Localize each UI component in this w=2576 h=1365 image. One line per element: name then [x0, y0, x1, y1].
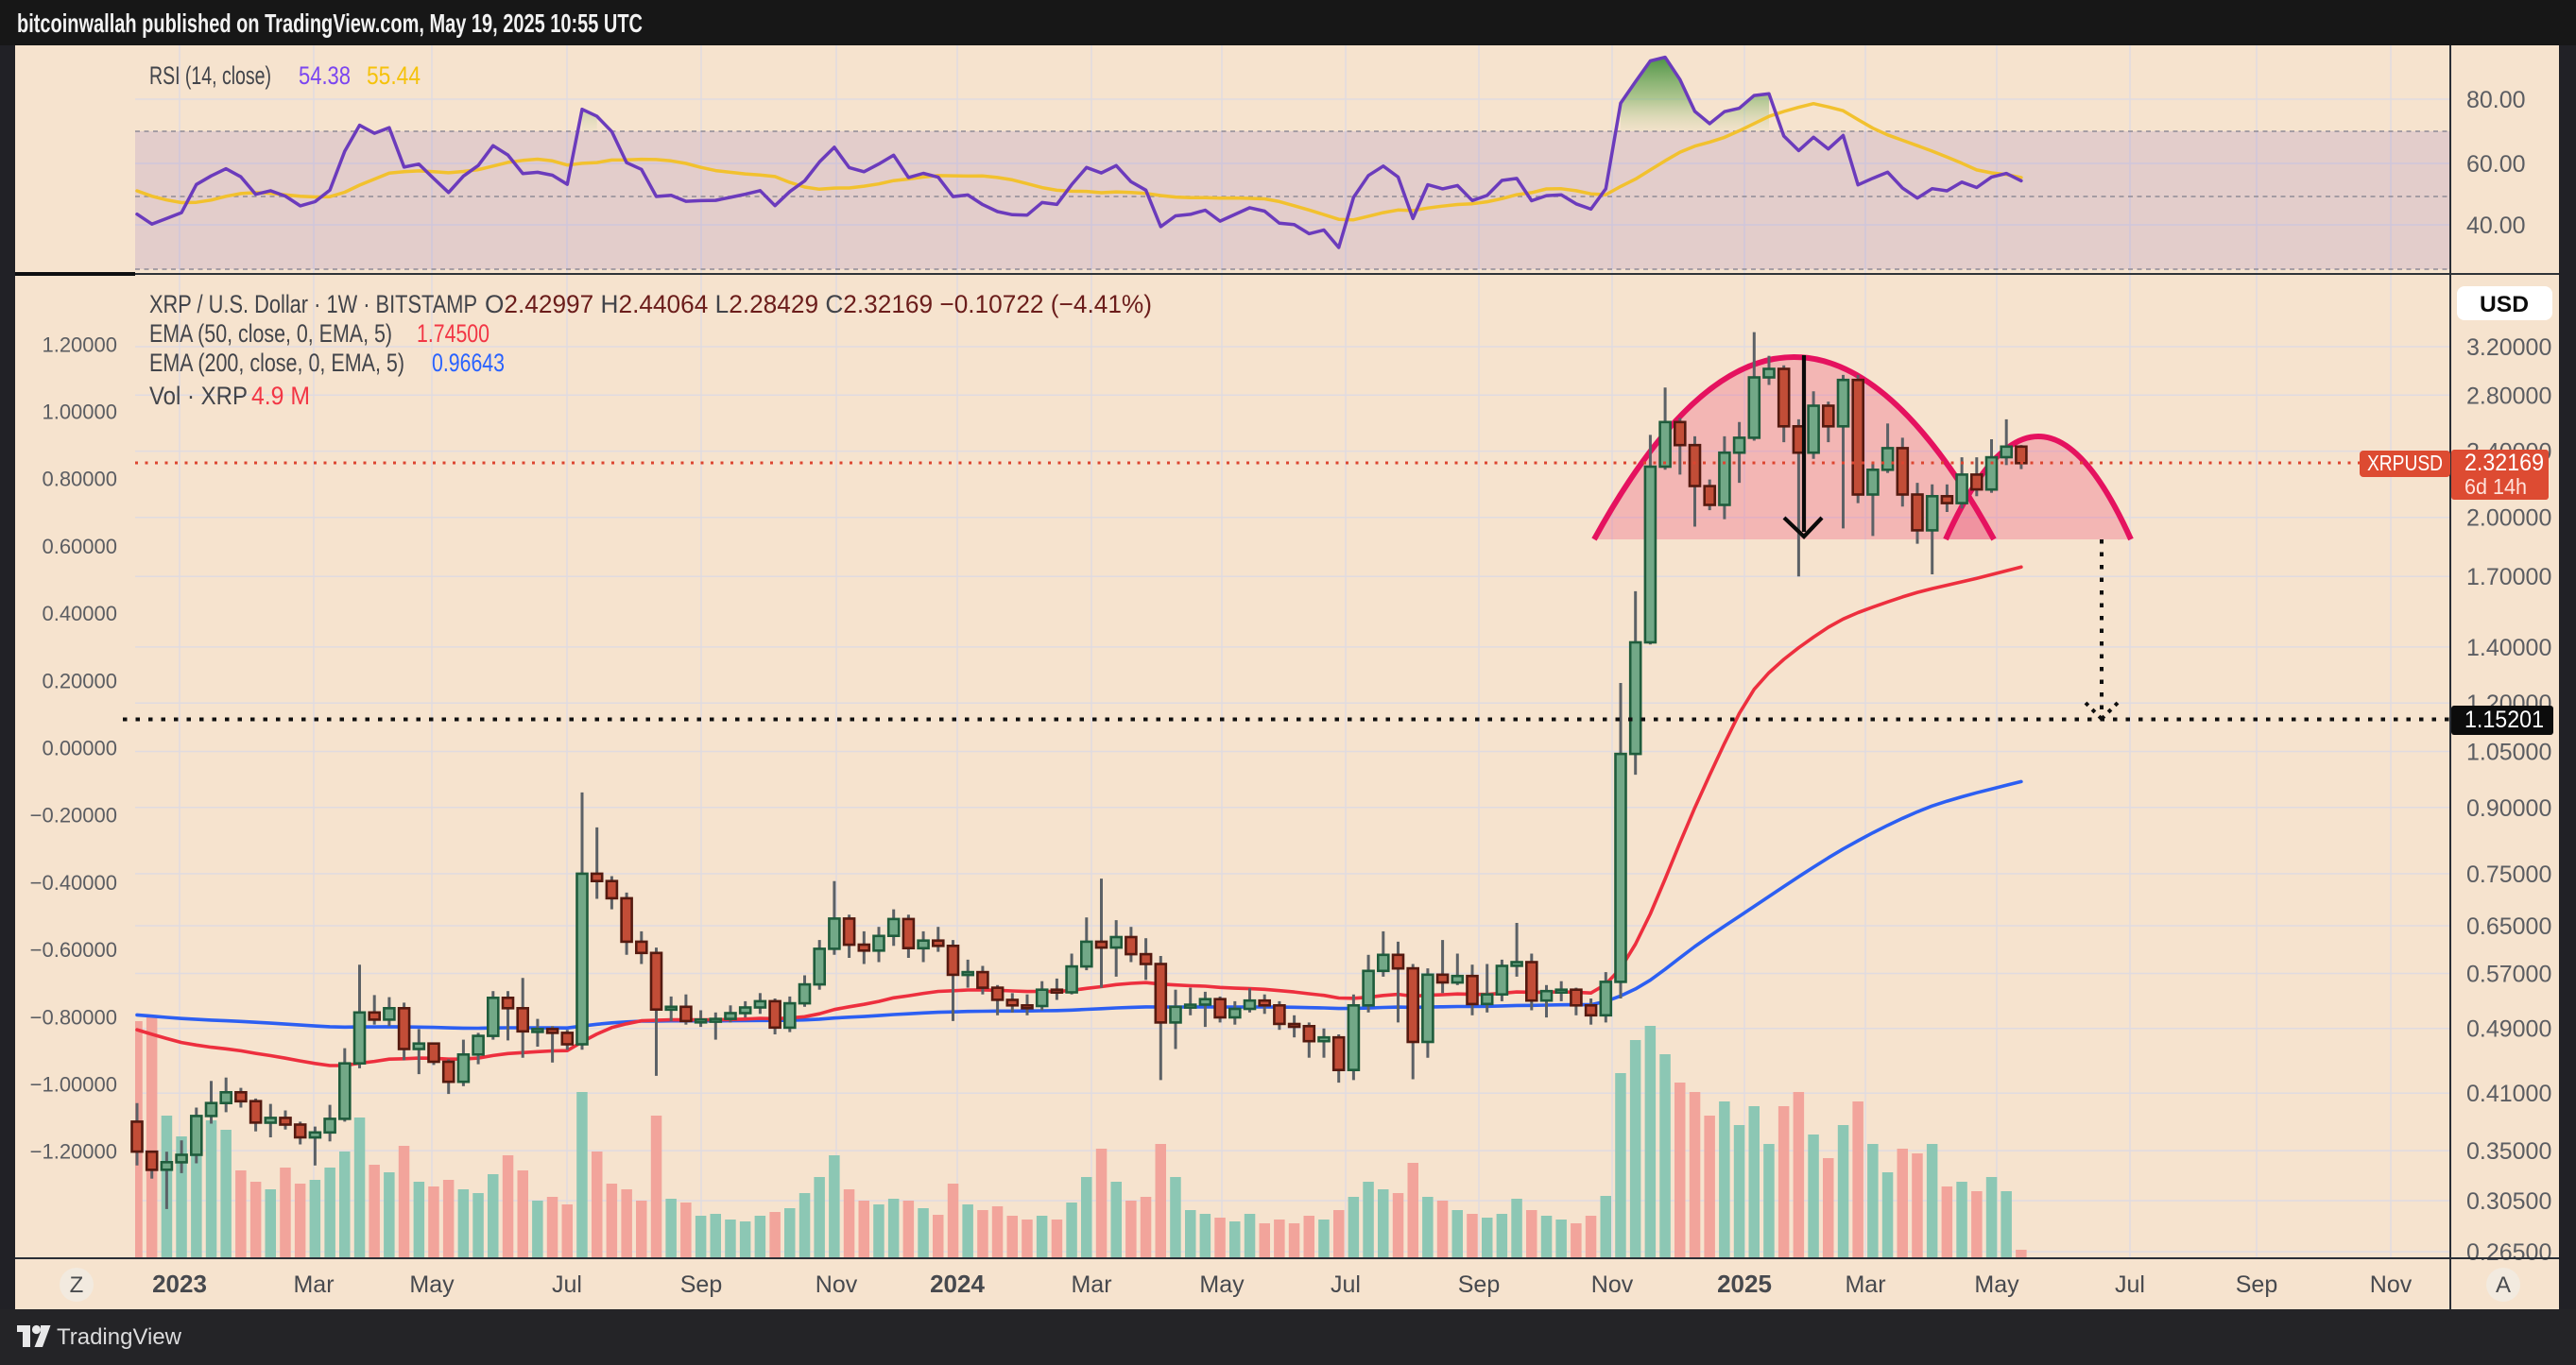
svg-text:2.32169: 2.32169	[2464, 450, 2544, 476]
svg-text:0.90000: 0.90000	[2466, 795, 2551, 822]
svg-text:1.70000: 1.70000	[2466, 564, 2551, 590]
svg-text:55.44: 55.44	[367, 61, 421, 90]
svg-text:Mar: Mar	[293, 1271, 334, 1298]
svg-text:Nov: Nov	[2370, 1271, 2413, 1298]
svg-text:60.00: 60.00	[2466, 151, 2526, 178]
svg-text:XRPUSD: XRPUSD	[2367, 451, 2443, 475]
svg-text:O2.42997 H2.44064 L2.28429: O2.42997 H2.44064 L2.28429 C2.32169 −0.1…	[485, 290, 1152, 318]
svg-text:0.41000: 0.41000	[2466, 1081, 2551, 1107]
svg-text:0.96643: 0.96643	[432, 349, 505, 377]
svg-text:RSI (14, close): RSI (14, close)	[149, 61, 271, 90]
svg-text:2024: 2024	[930, 1270, 985, 1298]
svg-text:0.49000: 0.49000	[2466, 1016, 2551, 1043]
svg-text:0.75000: 0.75000	[2466, 862, 2551, 888]
svg-text:0.35000: 0.35000	[2466, 1138, 2551, 1165]
svg-text:1.00000: 1.00000	[42, 401, 117, 424]
svg-text:3.20000: 3.20000	[2466, 334, 2551, 361]
svg-text:2025: 2025	[1717, 1270, 1772, 1298]
svg-text:0.80000: 0.80000	[42, 468, 117, 491]
svg-text:Sep: Sep	[680, 1271, 722, 1298]
svg-text:0.57000: 0.57000	[2466, 962, 2551, 988]
svg-text:Jul: Jul	[2115, 1271, 2145, 1298]
svg-text:EMA (50, close, 0, EMA, 5): EMA (50, close, 0, EMA, 5)	[149, 319, 392, 348]
svg-text:54.38: 54.38	[299, 61, 351, 90]
svg-text:2.00000: 2.00000	[2466, 505, 2551, 532]
svg-text:0.30500: 0.30500	[2466, 1188, 2551, 1215]
svg-text:−0.20000: −0.20000	[30, 804, 117, 828]
svg-text:Mar: Mar	[1845, 1271, 1885, 1298]
svg-text:0.40000: 0.40000	[42, 602, 117, 625]
svg-text:−0.80000: −0.80000	[30, 1005, 117, 1029]
svg-text:40.00: 40.00	[2466, 213, 2526, 239]
svg-text:−0.40000: −0.40000	[30, 871, 117, 895]
svg-text:−1.20000: −1.20000	[30, 1140, 117, 1164]
svg-text:4.9 M: 4.9 M	[251, 382, 310, 410]
svg-text:0.60000: 0.60000	[42, 535, 117, 558]
svg-text:6d 14h: 6d 14h	[2464, 474, 2527, 499]
svg-text:1.15201: 1.15201	[2464, 707, 2544, 733]
svg-text:Jul: Jul	[552, 1271, 582, 1298]
svg-text:1.74500: 1.74500	[417, 319, 489, 348]
svg-text:Mar: Mar	[1071, 1271, 1111, 1298]
svg-text:TradingView: TradingView	[57, 1324, 181, 1350]
svg-text:0.65000: 0.65000	[2466, 913, 2551, 940]
svg-text:Sep: Sep	[1458, 1271, 1500, 1298]
svg-text:Sep: Sep	[2236, 1271, 2277, 1298]
svg-text:1.20000: 1.20000	[42, 333, 117, 356]
svg-text:2023: 2023	[152, 1270, 207, 1298]
svg-text:May: May	[409, 1271, 455, 1298]
svg-text:USD: USD	[2480, 292, 2529, 317]
svg-text:Z: Z	[70, 1272, 84, 1298]
svg-text:XRP / U.S. Dollar · 1W · BITST: XRP / U.S. Dollar · 1W · BITSTAMP	[149, 290, 477, 318]
svg-text:May: May	[1199, 1271, 1245, 1298]
svg-text:80.00: 80.00	[2466, 87, 2526, 113]
svg-text:A: A	[2496, 1272, 2511, 1298]
svg-text:−1.00000: −1.00000	[30, 1073, 117, 1097]
svg-text:0.26500: 0.26500	[2466, 1239, 2551, 1266]
svg-text:bitcoinwallah published on Tra: bitcoinwallah published on TradingView.c…	[17, 9, 643, 38]
svg-text:Jul: Jul	[1331, 1271, 1361, 1298]
svg-text:EMA (200, close, 0, EMA, 5): EMA (200, close, 0, EMA, 5)	[149, 349, 404, 377]
svg-text:1.05000: 1.05000	[2466, 740, 2551, 766]
svg-text:1.40000: 1.40000	[2466, 635, 2551, 661]
svg-text:−0.60000: −0.60000	[30, 938, 117, 962]
svg-text:0.20000: 0.20000	[42, 669, 117, 692]
svg-text:Vol · XRP: Vol · XRP	[149, 382, 248, 410]
svg-text:Nov: Nov	[816, 1271, 858, 1298]
svg-text:2.80000: 2.80000	[2466, 383, 2551, 409]
svg-text:May: May	[1974, 1271, 2019, 1298]
svg-text:Nov: Nov	[1591, 1271, 1634, 1298]
svg-text:0.00000: 0.00000	[42, 737, 117, 760]
